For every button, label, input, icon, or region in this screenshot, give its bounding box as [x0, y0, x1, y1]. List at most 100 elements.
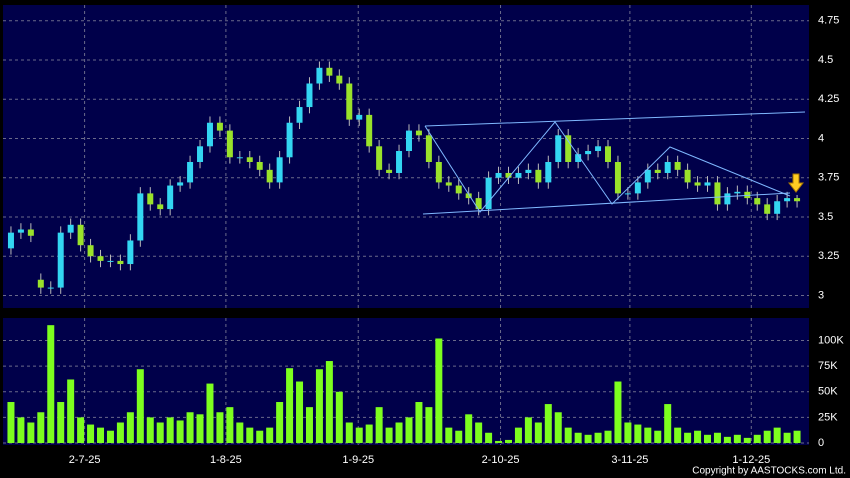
candle-body [754, 198, 761, 205]
candle-body [67, 224, 74, 233]
volume-bar [126, 412, 134, 443]
candle-body [734, 191, 741, 194]
candle-body [117, 260, 124, 265]
price-panel [3, 5, 809, 308]
volume-bar [584, 434, 592, 443]
candle-body [575, 154, 582, 162]
volume-bar [624, 422, 632, 443]
candle-body [634, 182, 641, 194]
candle-body [366, 114, 373, 147]
candle-body [177, 182, 184, 186]
volume-bar [435, 338, 443, 443]
candle-body [664, 161, 671, 173]
volume-bar [594, 432, 602, 443]
volume-bar [425, 407, 433, 443]
candle-body [326, 67, 333, 76]
volume-bar [256, 430, 264, 443]
volume-bar [345, 422, 353, 443]
candle-body [604, 146, 611, 162]
y-tick-label: 3.25 [818, 250, 839, 262]
x-tick-label: 1-9-25 [342, 454, 374, 466]
candle-body [276, 157, 283, 183]
candle-body [405, 130, 412, 152]
volume-bar [206, 383, 214, 443]
candle-body [187, 161, 194, 183]
volume-bar [684, 432, 692, 443]
volume-bar [654, 430, 662, 443]
volume-bar [146, 417, 154, 443]
volume-bar [395, 422, 403, 443]
y-tick-label: 4.25 [818, 93, 839, 105]
candle-body [694, 182, 701, 186]
candle-body [515, 172, 522, 178]
candle-body [7, 232, 14, 249]
volume-bar [246, 427, 254, 443]
candle-body [674, 161, 681, 170]
volume-bar [116, 422, 124, 443]
volume-bar [176, 420, 184, 443]
candle-body [306, 83, 313, 108]
candle-body [415, 130, 422, 136]
volume-bar [266, 427, 274, 443]
volume-bar [355, 427, 363, 443]
candle-body [595, 146, 602, 152]
volume-bar [674, 427, 682, 443]
volume-bar [216, 412, 224, 443]
candle-body [127, 240, 134, 265]
volume-bar [524, 417, 532, 443]
candle-body [296, 107, 303, 123]
candle-body [724, 193, 731, 205]
candle-body [37, 279, 44, 288]
volume-bar [634, 424, 642, 443]
volume-bar [67, 379, 75, 443]
volume-bar [713, 432, 721, 443]
candle-body [246, 157, 253, 162]
candle-body [316, 67, 323, 84]
candle-body [27, 229, 34, 236]
candle-body [356, 114, 363, 120]
volume-bar [554, 412, 562, 443]
candle-body [555, 135, 562, 162]
volume-bar [465, 414, 473, 443]
y-tick-label: 50K [818, 386, 838, 398]
x-tick-label: 2-10-25 [482, 454, 520, 466]
candle-body [266, 169, 273, 183]
x-tick-label: 1-12-25 [732, 454, 770, 466]
candle-body [465, 193, 472, 199]
candle-body [545, 161, 552, 183]
candle-body [425, 135, 432, 162]
volume-bar [37, 412, 45, 443]
x-tick-label: 3-11-25 [611, 454, 648, 466]
candle-body [505, 172, 512, 178]
candle-body [684, 169, 691, 183]
candle-body [97, 256, 104, 261]
candle-body [157, 204, 164, 210]
candle-body [346, 83, 353, 120]
volume-bar [514, 427, 522, 443]
volume-bar [305, 407, 313, 443]
arrow-marker [787, 173, 805, 193]
volume-bar [106, 430, 114, 443]
candle-body [77, 224, 84, 246]
volume-bar [47, 325, 55, 443]
candle-body [624, 193, 631, 195]
candle-body [774, 201, 781, 214]
candle-body [147, 193, 154, 205]
x-tick-label: 1-8-25 [210, 454, 242, 466]
candle-body [794, 198, 801, 202]
candle-body [565, 135, 572, 162]
candle-body [216, 122, 223, 131]
candle-body [485, 177, 492, 210]
volume-bar [415, 402, 423, 443]
volume-bar [27, 422, 35, 443]
volume-bar [763, 430, 771, 443]
y-tick-label: 75K [818, 360, 838, 372]
candle-body [376, 146, 383, 170]
volume-bar [405, 417, 413, 443]
volume-bar [485, 432, 493, 443]
volume-bar [475, 422, 483, 443]
candle-body [396, 151, 403, 173]
volume-bar [17, 417, 25, 443]
candle-body [585, 151, 592, 155]
